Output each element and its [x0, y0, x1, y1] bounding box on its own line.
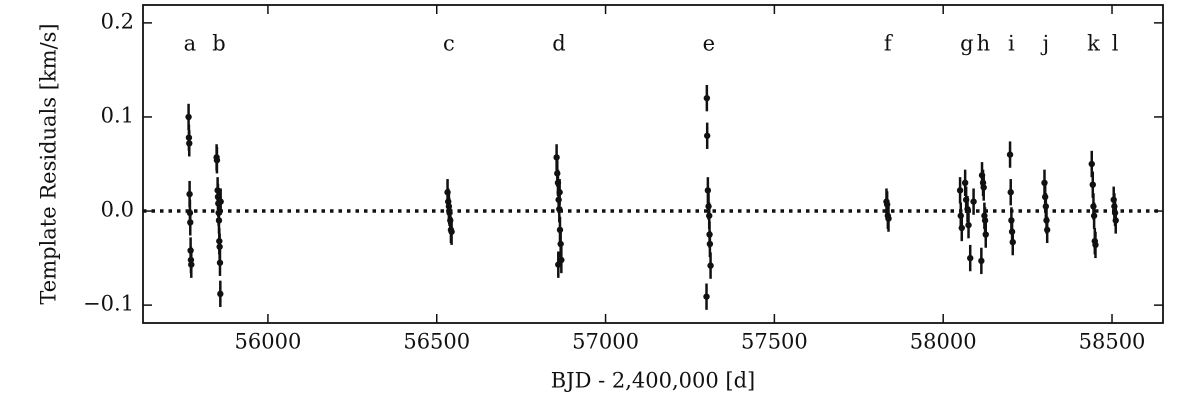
point: [217, 290, 224, 298]
point: [964, 205, 971, 213]
annotation: l: [1112, 32, 1119, 56]
point: [704, 187, 712, 194]
point: [1006, 151, 1014, 158]
point: [980, 184, 987, 191]
point: [703, 132, 711, 139]
x-tick-label: 58000: [910, 330, 977, 354]
y-axis-label: Template Residuals [km/s]: [37, 23, 61, 304]
point: [706, 240, 714, 248]
point: [1043, 226, 1051, 234]
annotation: j: [1040, 32, 1050, 56]
point: [186, 190, 193, 198]
point: [1089, 181, 1096, 188]
y-tick-label: 0.2: [101, 9, 134, 33]
x-tick-label: 57000: [572, 330, 639, 354]
annotation: k: [1087, 32, 1100, 56]
y-tick-label: −0.1: [83, 292, 134, 316]
x-tick-label: 56000: [235, 330, 302, 354]
point: [706, 212, 713, 219]
y-tick-label: 0.0: [101, 198, 134, 222]
annotation: b: [212, 32, 225, 56]
point: [1090, 212, 1098, 219]
annotation: e: [703, 32, 715, 56]
annotation: a: [184, 32, 197, 56]
point: [188, 261, 195, 268]
point: [956, 187, 964, 194]
point: [186, 140, 193, 147]
point: [1112, 217, 1119, 224]
point: [961, 179, 969, 187]
point: [555, 261, 562, 268]
point: [448, 228, 455, 235]
point: [556, 189, 563, 196]
point: [703, 293, 710, 300]
point: [215, 217, 223, 224]
annotation: i: [1008, 32, 1015, 56]
point: [216, 259, 224, 266]
point: [216, 243, 223, 250]
annotation: h: [977, 32, 991, 56]
point: [213, 157, 221, 164]
point: [558, 256, 565, 264]
point: [885, 215, 892, 222]
point: [1088, 160, 1095, 168]
point: [970, 198, 977, 205]
x-tick-label: 58500: [1079, 330, 1146, 354]
point: [553, 154, 560, 161]
point: [707, 262, 714, 269]
point: [1092, 241, 1099, 249]
point: [1007, 189, 1014, 196]
plot-frame: [142, 4, 1164, 324]
y-tick-label: 0.1: [101, 103, 134, 127]
point: [978, 257, 985, 265]
point: [965, 221, 972, 229]
point: [982, 231, 989, 238]
point: [1009, 238, 1016, 246]
annotation: g: [960, 32, 973, 56]
point: [703, 94, 711, 102]
point: [185, 113, 192, 121]
x-tick-label: 57500: [741, 330, 808, 354]
annotation: f: [884, 32, 894, 56]
point: [967, 254, 974, 262]
annotation: c: [443, 32, 455, 56]
point: [557, 240, 564, 248]
point: [556, 205, 563, 213]
point: [958, 224, 965, 232]
x-tick-label: 56500: [403, 330, 470, 354]
point: [217, 198, 224, 205]
point: [187, 219, 194, 226]
x-axis-label: BJD - 2,400,000 [d]: [551, 369, 756, 393]
annotation: d: [552, 32, 565, 56]
